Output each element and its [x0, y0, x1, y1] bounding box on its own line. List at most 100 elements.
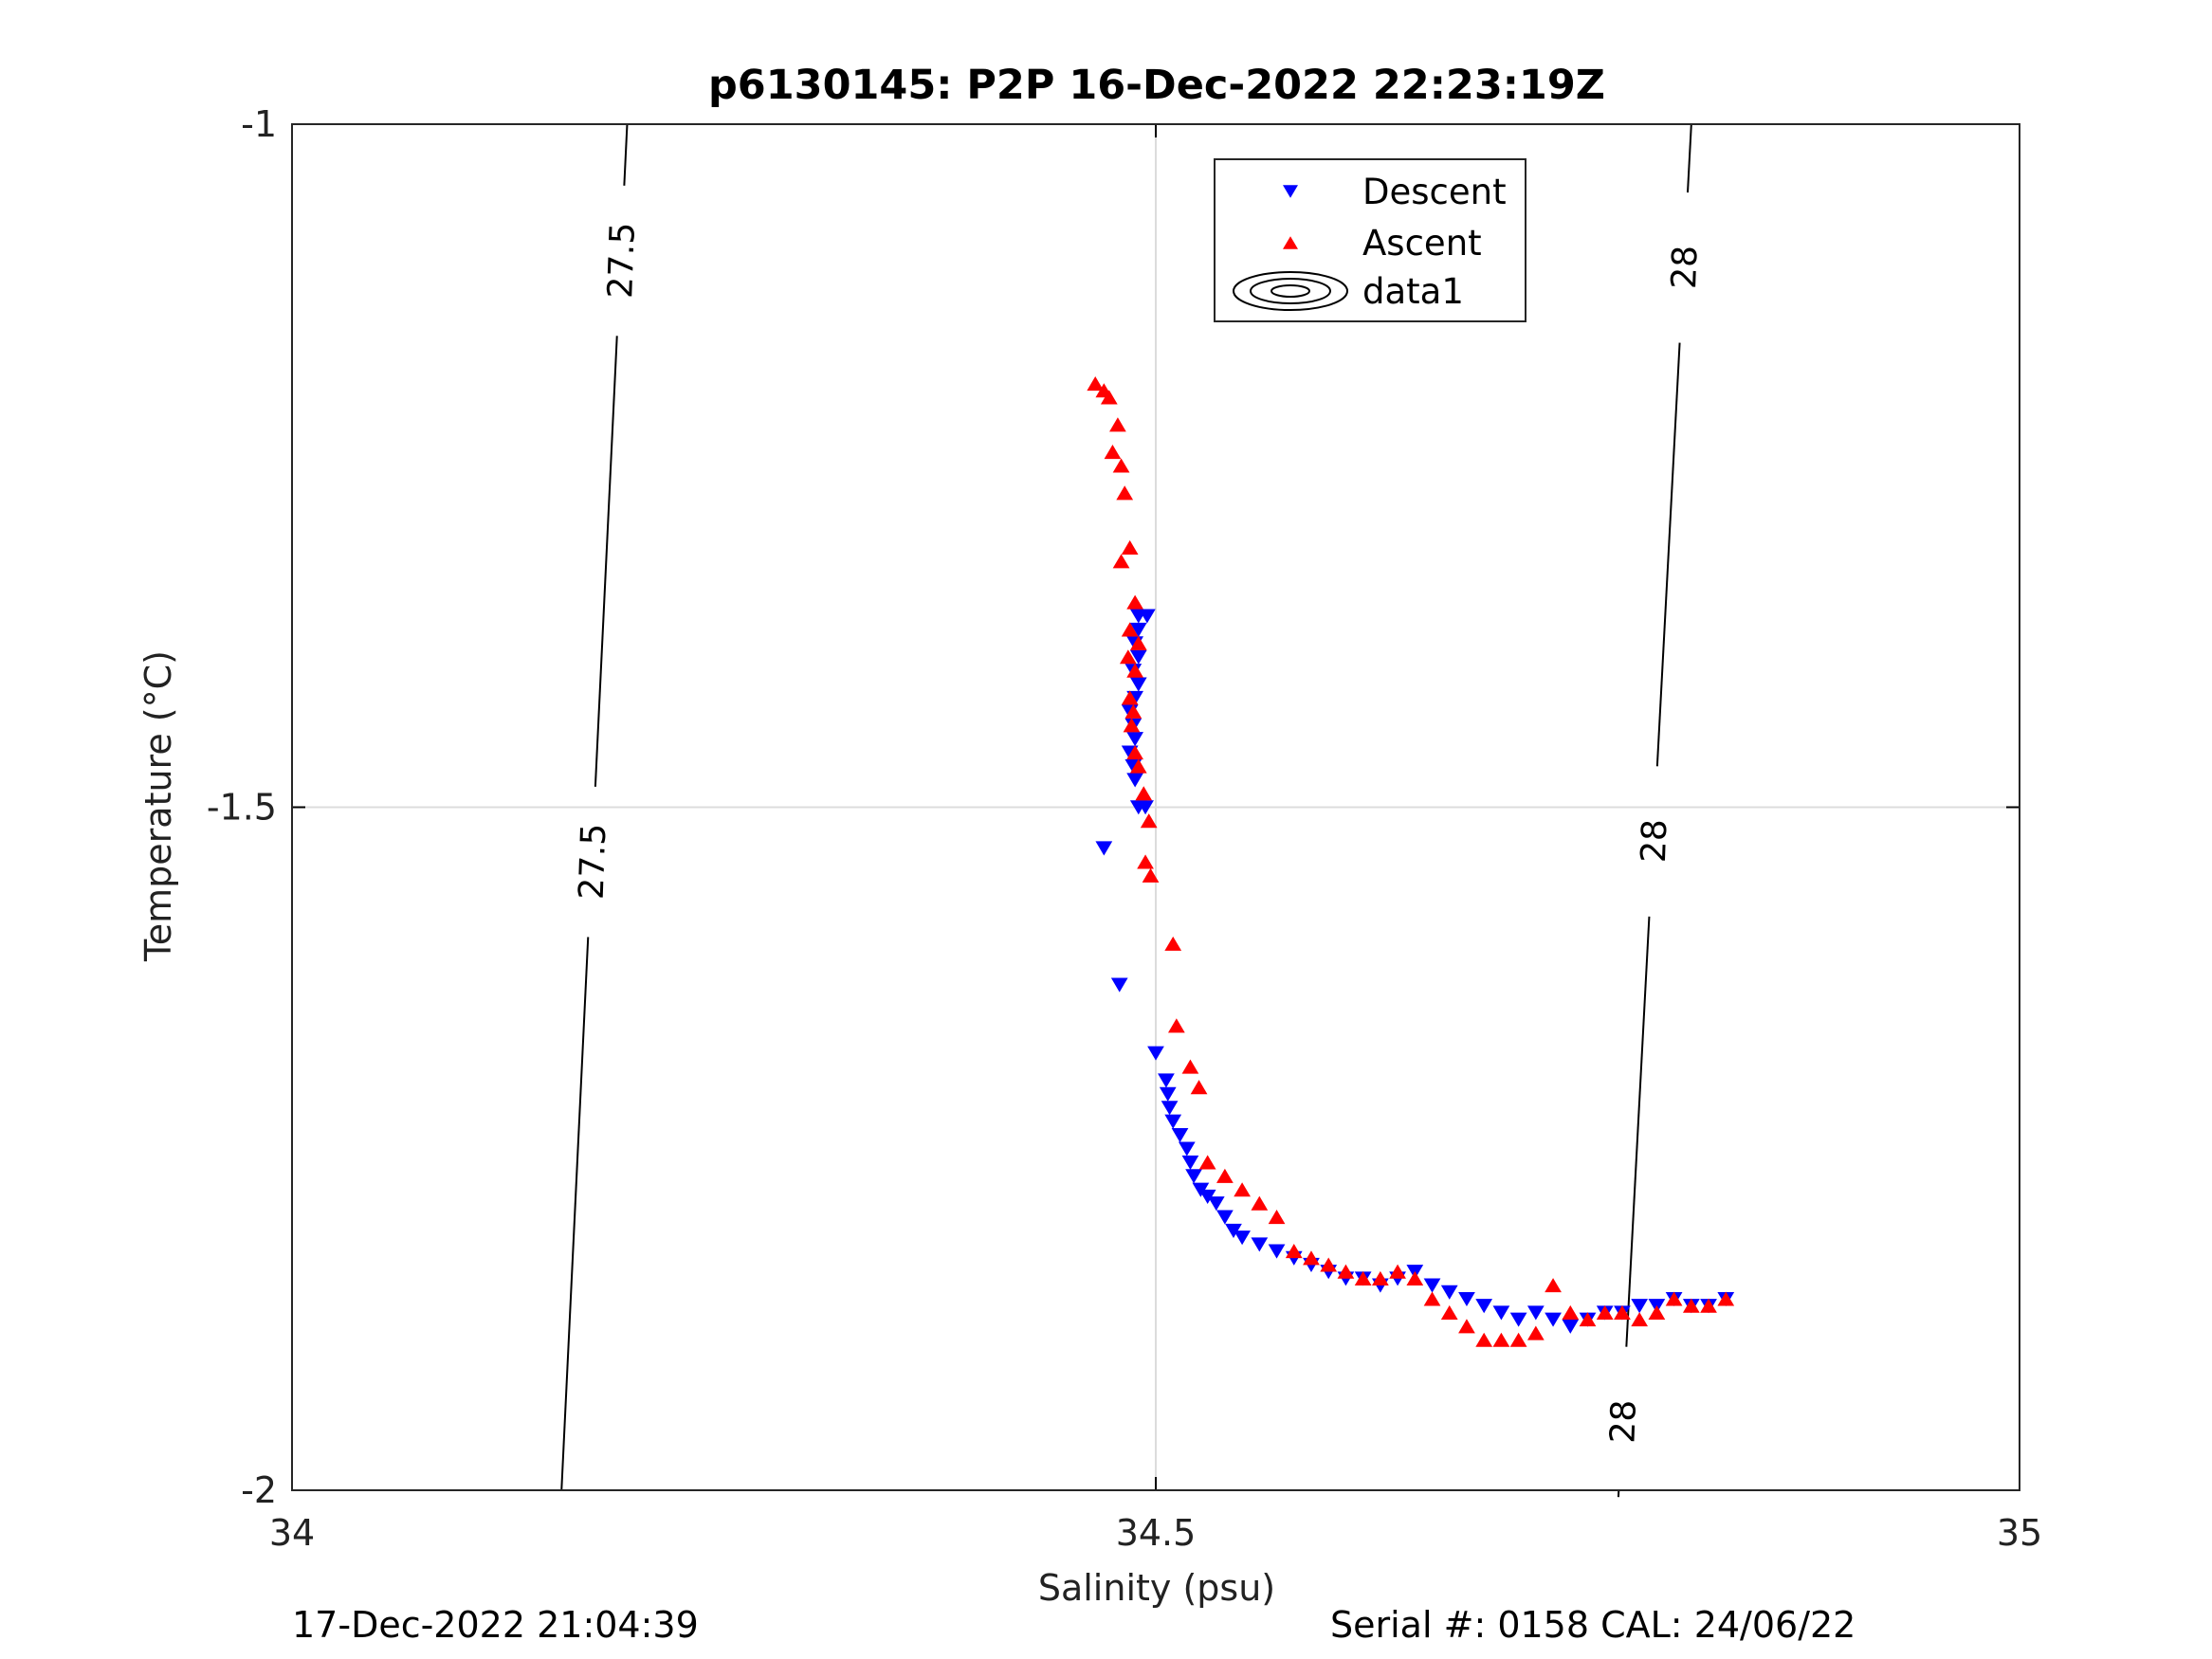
descent-point — [1207, 1196, 1225, 1212]
legend-contour-icon — [1271, 284, 1310, 298]
ascent-point — [1492, 1332, 1510, 1347]
ascent-point — [1285, 1244, 1303, 1259]
ascent-point — [1181, 1059, 1199, 1074]
ascent-point — [1423, 1291, 1441, 1306]
ascent-point — [1140, 813, 1158, 829]
descent-point — [1185, 1169, 1202, 1184]
plot-frame — [291, 123, 2020, 1491]
descent-point — [1458, 1291, 1475, 1307]
density-contour-line — [1625, 916, 1651, 1347]
ascent-point — [1371, 1270, 1389, 1285]
ascent-point — [1700, 1298, 1717, 1313]
legend-descent-marker — [1283, 185, 1298, 198]
ascent-point — [1562, 1304, 1580, 1320]
ascent-point — [1251, 1195, 1269, 1211]
plot-area: 34 34.5 35 -1 -1.5 -2 27.5 27.5 28 28 28 — [207, 103, 2042, 1554]
ascent-point — [1337, 1264, 1355, 1279]
descent-point — [1161, 1101, 1179, 1116]
y-tick-label: -1.5 — [207, 787, 277, 829]
descent-point — [1126, 732, 1144, 747]
ascent-point — [1121, 539, 1139, 556]
ascent-point — [1614, 1304, 1631, 1320]
descent-point — [1171, 1128, 1189, 1143]
density-contour-line — [594, 336, 618, 787]
ascent-point — [1129, 635, 1147, 650]
descent-point — [1159, 1086, 1177, 1102]
descent-point — [1129, 677, 1147, 692]
ascent-point — [1389, 1264, 1406, 1279]
descent-point — [1492, 1305, 1510, 1321]
ascent-point — [1104, 445, 1122, 460]
ascent-point — [1100, 390, 1118, 405]
legend-contour-icon — [1233, 271, 1348, 311]
ascent-point — [1116, 485, 1134, 501]
ascent-point — [1119, 649, 1137, 665]
contour-label: 27.5 — [601, 222, 643, 300]
ascent-point — [1509, 1332, 1527, 1347]
x-axis-label: Salinity (psu) — [1038, 1567, 1275, 1609]
descent-point — [1158, 1073, 1175, 1088]
ascent-point — [1320, 1257, 1338, 1272]
contour-label: 28 — [1665, 245, 1706, 289]
descent-point — [1526, 1305, 1545, 1321]
descent-point — [1164, 1114, 1182, 1129]
descent-point — [1181, 1155, 1199, 1170]
ascent-point — [1121, 622, 1139, 637]
descent-point — [1475, 1299, 1493, 1314]
ascent-point — [1665, 1291, 1683, 1306]
ascent-point — [1458, 1319, 1475, 1334]
ascent-point — [1142, 867, 1160, 883]
descent-point — [1137, 800, 1154, 815]
y-tick-label: -2 — [241, 1469, 277, 1511]
ascent-point — [1167, 1018, 1185, 1033]
descent-point — [1129, 622, 1147, 637]
density-contour-line — [623, 123, 629, 186]
ascent-point — [1717, 1291, 1735, 1306]
ascent-point — [1631, 1312, 1649, 1327]
ascent-point — [1682, 1298, 1700, 1313]
ascent-point — [1109, 417, 1126, 432]
ascent-point — [1126, 745, 1144, 760]
ascent-point — [1198, 1155, 1216, 1170]
descent-point — [1110, 977, 1128, 993]
ascent-point — [1112, 554, 1130, 569]
chart-title: p6130145: P2P 16-Dec-2022 22:23:19Z — [708, 62, 1605, 109]
descent-point — [1545, 1312, 1562, 1327]
density-contour-line — [560, 937, 590, 1491]
descent-point — [1216, 1210, 1234, 1225]
ascent-point — [1126, 594, 1144, 610]
descent-point — [1126, 773, 1144, 788]
ascent-point — [1354, 1270, 1372, 1285]
ascent-point — [1087, 376, 1105, 392]
ascent-point — [1596, 1304, 1614, 1320]
descent-point — [1631, 1299, 1649, 1314]
descent-point — [1509, 1312, 1527, 1327]
contour-label: 27.5 — [573, 823, 614, 901]
ascent-point — [1440, 1304, 1458, 1320]
contour-label: 28 — [1635, 819, 1675, 864]
descent-point — [1095, 841, 1113, 856]
descent-point — [1440, 1285, 1458, 1300]
y-axis-label: Temperature (°C) — [137, 650, 179, 962]
contour-label: 28 — [1603, 1399, 1644, 1444]
legend-contour-icon — [1250, 278, 1331, 304]
ascent-point — [1268, 1210, 1286, 1225]
legend-label-ascent: Ascent — [1362, 223, 1482, 264]
descent-point — [1147, 1046, 1164, 1061]
descent-point — [1251, 1237, 1269, 1252]
ascent-point — [1190, 1080, 1208, 1095]
ascent-point — [1545, 1278, 1562, 1293]
ascent-point — [1579, 1312, 1597, 1327]
ascent-point — [1164, 936, 1182, 951]
ascent-point — [1303, 1250, 1320, 1266]
ascent-point — [1112, 458, 1130, 473]
ascent-point — [1123, 718, 1141, 733]
ascent-point — [1406, 1270, 1424, 1285]
descent-point — [1562, 1319, 1580, 1334]
ascent-point — [1216, 1168, 1234, 1183]
legend-ascent-marker — [1283, 236, 1298, 249]
ascent-point — [1124, 703, 1143, 719]
ascent-point — [1234, 1182, 1251, 1197]
y-tick-label: -1 — [241, 103, 277, 145]
